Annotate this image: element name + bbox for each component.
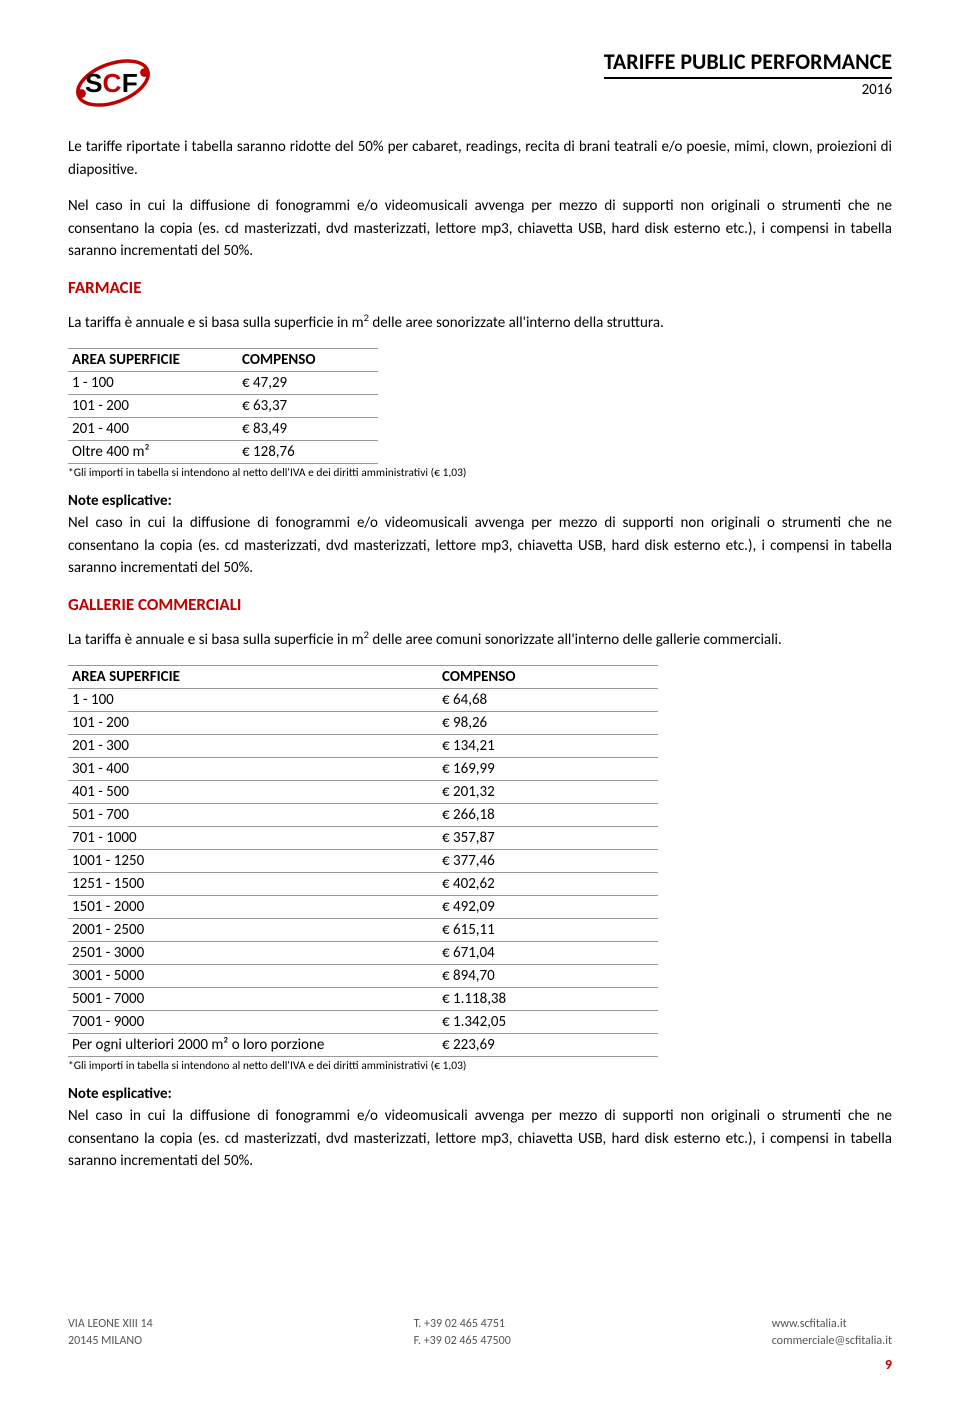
table-row: 301 - 400€ 169,99 [68, 758, 658, 781]
scf-logo: S C F [68, 48, 158, 118]
farmacie-intro-post: delle aree sonorizzate all'interno della… [369, 314, 664, 332]
table-row: 1 - 100€ 64,68 [68, 689, 658, 712]
svg-text:F: F [122, 68, 138, 98]
table-row: 401 - 500€ 201,32 [68, 781, 658, 804]
cell-area: 501 - 700 [68, 804, 438, 827]
footer-email: commerciale@scfitalia.it [772, 1333, 892, 1350]
cell-area: 101 - 200 [68, 395, 238, 418]
farmacie-note-head: Note esplicative: [68, 492, 892, 510]
cell-area: 2001 - 2500 [68, 919, 438, 942]
table-row: 1001 - 1250€ 377,46 [68, 850, 658, 873]
cell-area: 5001 - 7000 [68, 988, 438, 1011]
table-row: 2501 - 3000€ 671,04 [68, 942, 658, 965]
table-row: 501 - 700€ 266,18 [68, 804, 658, 827]
table-header-area: AREA SUPERFICIE [68, 349, 238, 372]
cell-comp: € 402,62 [438, 873, 658, 896]
table-header-area: AREA SUPERFICIE [68, 666, 438, 689]
cell-comp: € 492,09 [438, 896, 658, 919]
cell-comp: € 64,68 [438, 689, 658, 712]
cell-area: 401 - 500 [68, 781, 438, 804]
cell-area: 1 - 100 [68, 689, 438, 712]
table-row: Per ogni ulteriori 2000 m² o loro porzio… [68, 1034, 658, 1057]
table-row: 7001 - 9000€ 1.342,05 [68, 1011, 658, 1034]
cell-area: 3001 - 5000 [68, 965, 438, 988]
table-row: 701 - 1000€ 357,87 [68, 827, 658, 850]
cell-comp: € 47,29 [238, 372, 378, 395]
gallerie-note-body: Nel caso in cui la diffusione di fonogra… [68, 1105, 892, 1173]
cell-area: 201 - 300 [68, 735, 438, 758]
cell-comp: € 671,04 [438, 942, 658, 965]
farmacie-footnote: *Gli importi in tabella si intendono al … [68, 466, 892, 480]
gallerie-note-head: Note esplicative: [68, 1085, 892, 1103]
cell-comp: € 377,46 [438, 850, 658, 873]
cell-area: Per ogni ulteriori 2000 m² o loro porzio… [68, 1034, 438, 1057]
cell-area: 101 - 200 [68, 712, 438, 735]
footer-tel: T. +39 02 465 4751 [414, 1316, 511, 1333]
cell-comp: € 223,69 [438, 1034, 658, 1057]
cell-comp: € 201,32 [438, 781, 658, 804]
cell-comp: € 83,49 [238, 418, 378, 441]
cell-area: Oltre 400 m² [68, 441, 238, 464]
table-row: 5001 - 7000€ 1.118,38 [68, 988, 658, 1011]
cell-area: 1 - 100 [68, 372, 238, 395]
svg-text:S: S [85, 68, 103, 98]
gallerie-intro-post: delle aree comuni sonorizzate all'intern… [369, 631, 782, 649]
section-title-gallerie: GALLERIE COMMERCIALI [68, 594, 892, 615]
footer-addr2: 20145 MILANO [68, 1333, 153, 1350]
section-title-farmacie: FARMACIE [68, 277, 892, 298]
page-number: 9 [68, 1356, 892, 1373]
cell-comp: € 98,26 [438, 712, 658, 735]
cell-area: 7001 - 9000 [68, 1011, 438, 1034]
gallerie-table: AREA SUPERFICIE COMPENSO 1 - 100€ 64,681… [68, 665, 658, 1057]
page-footer: VIA LEONE XIII 14 20145 MILANO T. +39 02… [68, 1316, 892, 1373]
table-row: 201 - 300€ 134,21 [68, 735, 658, 758]
table-row: 201 - 400€ 83,49 [68, 418, 378, 441]
footer-web: www.scfitalia.it [772, 1316, 892, 1333]
table-row: 1251 - 1500€ 402,62 [68, 873, 658, 896]
cell-comp: € 128,76 [238, 441, 378, 464]
cell-comp: € 63,37 [238, 395, 378, 418]
footer-addr1: VIA LEONE XIII 14 [68, 1316, 153, 1333]
table-row: 101 - 200€ 63,37 [68, 395, 378, 418]
cell-comp: € 169,99 [438, 758, 658, 781]
farmacie-intro-pre: La tariffa è annuale e si basa sulla sup… [68, 314, 364, 332]
footer-fax: F. +39 02 465 47500 [414, 1333, 511, 1350]
cell-comp: € 134,21 [438, 735, 658, 758]
cell-area: 1251 - 1500 [68, 873, 438, 896]
cell-comp: € 894,70 [438, 965, 658, 988]
table-row: 2001 - 2500€ 615,11 [68, 919, 658, 942]
cell-comp: € 357,87 [438, 827, 658, 850]
cell-area: 1001 - 1250 [68, 850, 438, 873]
table-row: Oltre 400 m²€ 128,76 [68, 441, 378, 464]
farmacie-intro: La tariffa è annuale e si basa sulla sup… [68, 310, 892, 335]
farmacie-note-body: Nel caso in cui la diffusione di fonogra… [68, 512, 892, 580]
table-header-comp: COMPENSO [438, 666, 658, 689]
cell-area: 201 - 400 [68, 418, 238, 441]
header-title: TARIFFE PUBLIC PERFORMANCE [604, 48, 892, 79]
gallerie-intro-pre: La tariffa è annuale e si basa sulla sup… [68, 631, 364, 649]
gallerie-footnote: *Gli importi in tabella si intendono al … [68, 1059, 892, 1073]
cell-comp: € 266,18 [438, 804, 658, 827]
table-row: 1 - 100€ 47,29 [68, 372, 378, 395]
farmacie-table: AREA SUPERFICIE COMPENSO 1 - 100€ 47,291… [68, 348, 378, 464]
table-header-comp: COMPENSO [238, 349, 378, 372]
cell-area: 1501 - 2000 [68, 896, 438, 919]
gallerie-intro: La tariffa è annuale e si basa sulla sup… [68, 627, 892, 652]
table-row: 3001 - 5000€ 894,70 [68, 965, 658, 988]
table-row: 1501 - 2000€ 492,09 [68, 896, 658, 919]
cell-comp: € 1.118,38 [438, 988, 658, 1011]
cell-area: 701 - 1000 [68, 827, 438, 850]
header-year: 2016 [604, 81, 892, 99]
intro-paragraph-2: Nel caso in cui la diffusione di fonogra… [68, 195, 892, 263]
cell-comp: € 615,11 [438, 919, 658, 942]
svg-text:C: C [103, 68, 122, 98]
table-row: 101 - 200€ 98,26 [68, 712, 658, 735]
cell-comp: € 1.342,05 [438, 1011, 658, 1034]
cell-area: 301 - 400 [68, 758, 438, 781]
cell-area: 2501 - 3000 [68, 942, 438, 965]
intro-paragraph-1: Le tariffe riportate i tabella saranno r… [68, 136, 892, 181]
